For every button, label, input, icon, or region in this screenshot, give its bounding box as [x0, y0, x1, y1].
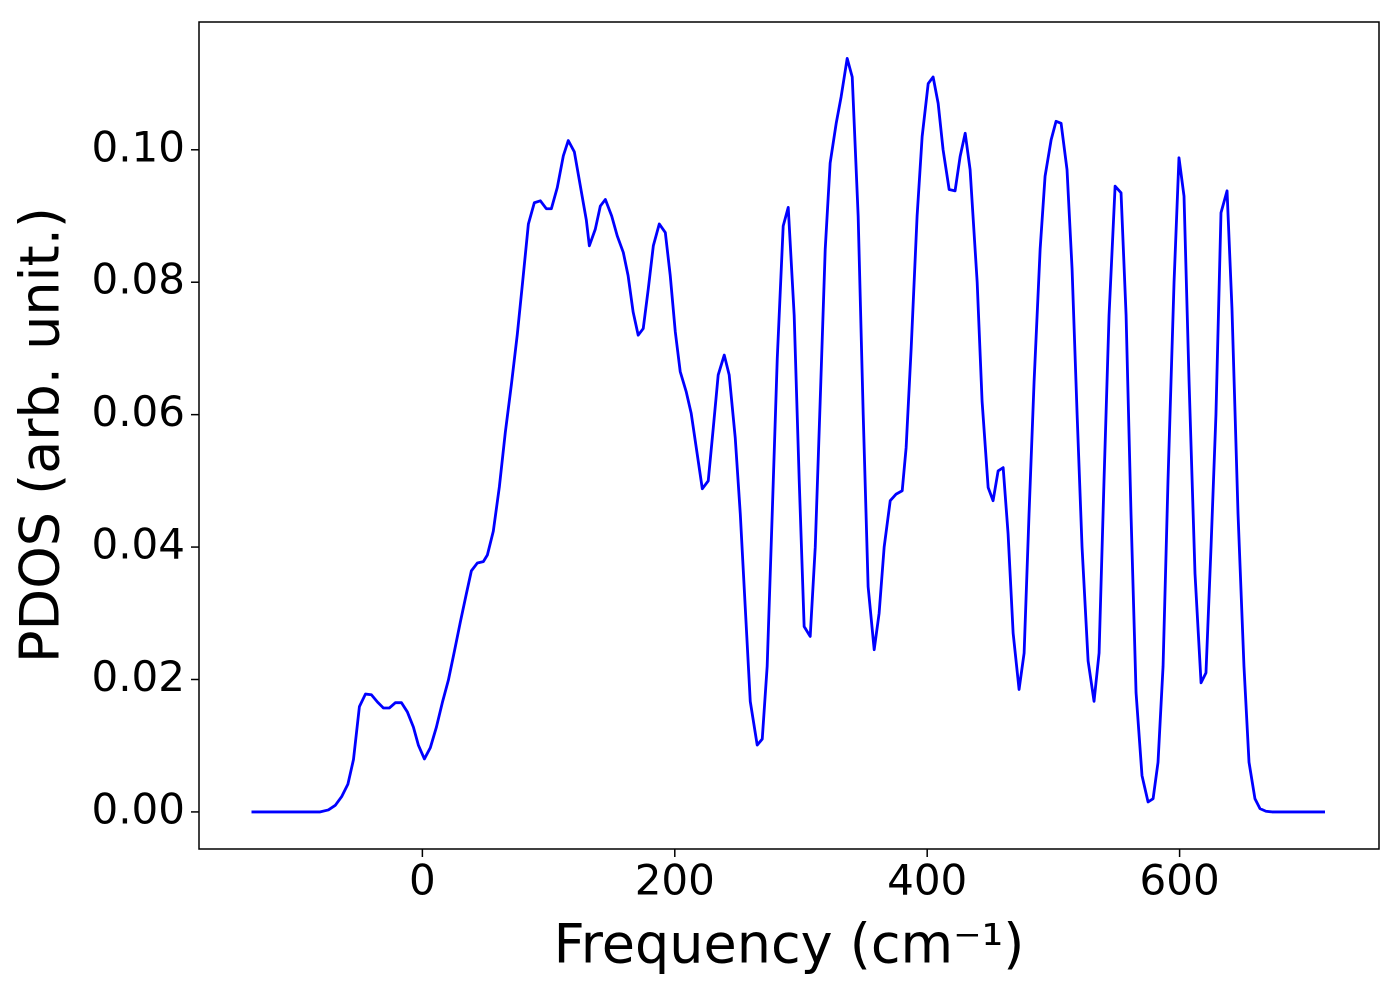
y-tick-label: 0.06: [91, 387, 185, 436]
y-tick-label: 0.00: [91, 784, 185, 833]
x-axis-label: Frequency (cm⁻¹): [554, 913, 1025, 976]
y-tick-label: 0.04: [91, 520, 185, 569]
y-tick-label: 0.02: [91, 652, 185, 701]
x-tick-label: 600: [1140, 856, 1220, 905]
x-tick-label: 200: [635, 856, 715, 905]
data-line: [251, 57, 1325, 814]
x-tick-label: 400: [887, 856, 967, 905]
x-tick-label: 0: [409, 856, 436, 905]
y-tick-label: 0.10: [91, 122, 185, 171]
y-axis-label: PDOS (arb. unit.): [9, 207, 72, 663]
plot-frame: [198, 21, 1380, 850]
y-tick-label: 0.08: [91, 255, 185, 304]
